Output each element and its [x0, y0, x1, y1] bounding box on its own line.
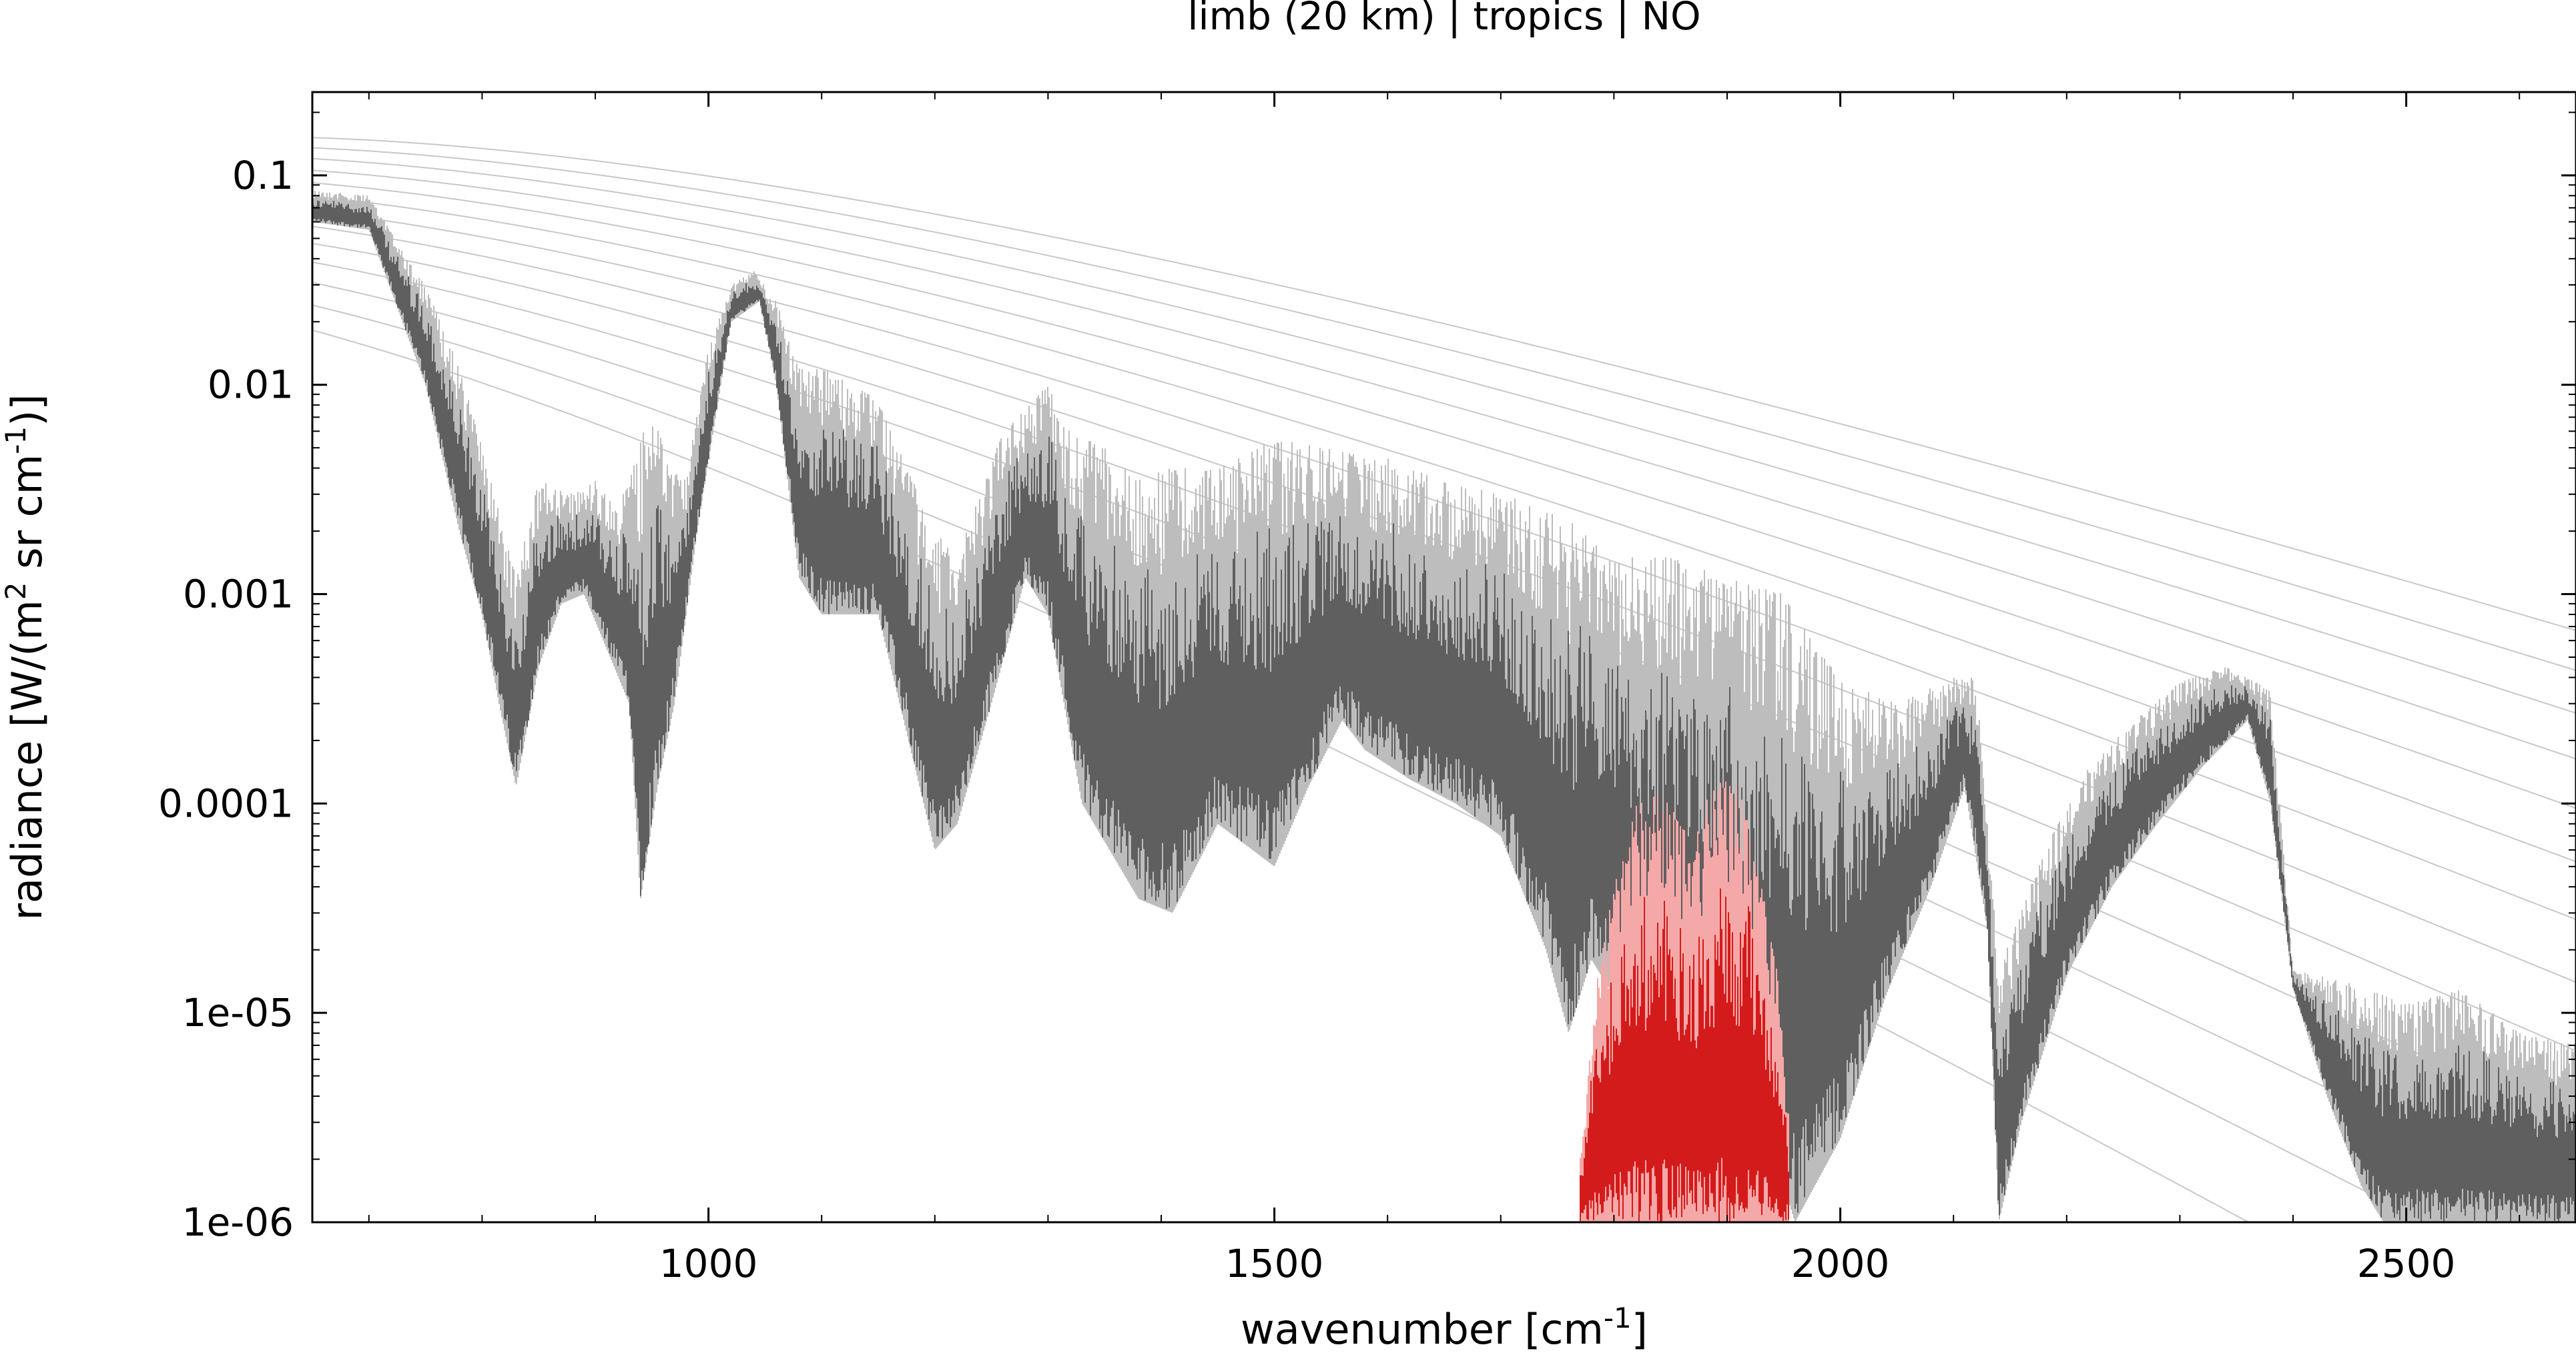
x-axis: 1000 1500 2000 2500 — [368, 92, 2521, 1286]
x-axis-label: wavenumber [cm-1] — [1241, 1302, 1648, 1354]
y-axis-label: radiance [W/(m2 sr cm-1)] — [0, 394, 51, 921]
planck-curve-290 — [312, 147, 2576, 671]
y-axis-label-main: radiance [W/(m — [3, 600, 51, 920]
y-tick-label: 0.01 — [208, 362, 294, 408]
y-tick-label: 0.0001 — [158, 781, 294, 826]
y-tick-label: 1e-06 — [182, 1200, 294, 1245]
gas-spectrum — [1580, 781, 1789, 1222]
planck-curve-280 — [312, 157, 2576, 714]
x-tick-label: 2500 — [2357, 1241, 2456, 1286]
planck-curve-270 — [312, 169, 2576, 760]
y-axis: 0.1 0.01 0.001 0.0001 1e-05 1e-06 — [158, 111, 2576, 1245]
gas-spectrum-lines — [1580, 888, 1789, 1222]
y-tick-label: 1e-05 — [182, 990, 294, 1035]
y-tick-label: 0.001 — [183, 572, 294, 617]
y-axis-label-end: )] — [3, 394, 51, 426]
x-axis-label-main: wavenumber [cm — [1241, 1305, 1604, 1354]
total-spectrum — [312, 191, 2576, 1222]
y-axis-label-mid: sr cm — [3, 454, 51, 582]
planck-curve-260 — [312, 182, 2576, 809]
y-axis-label-sup1: 2 — [0, 582, 32, 600]
x-tick-label: 1000 — [659, 1241, 758, 1286]
total-spectrum-lines — [312, 200, 2576, 1222]
y-axis-label-sup2: -1 — [0, 426, 32, 454]
x-tick-label: 1500 — [1225, 1241, 1324, 1286]
x-axis-label-end: ] — [1632, 1305, 1648, 1354]
y-tick-label: 0.1 — [232, 153, 294, 198]
x-tick-label: 2000 — [1791, 1241, 1890, 1286]
x-axis-label-sup: -1 — [1604, 1302, 1632, 1334]
chart-title: limb (20 km) | tropics | NO — [1187, 0, 1700, 39]
planck-curve-300 — [312, 137, 2576, 632]
planck-curve-180 — [312, 329, 2250, 1222]
